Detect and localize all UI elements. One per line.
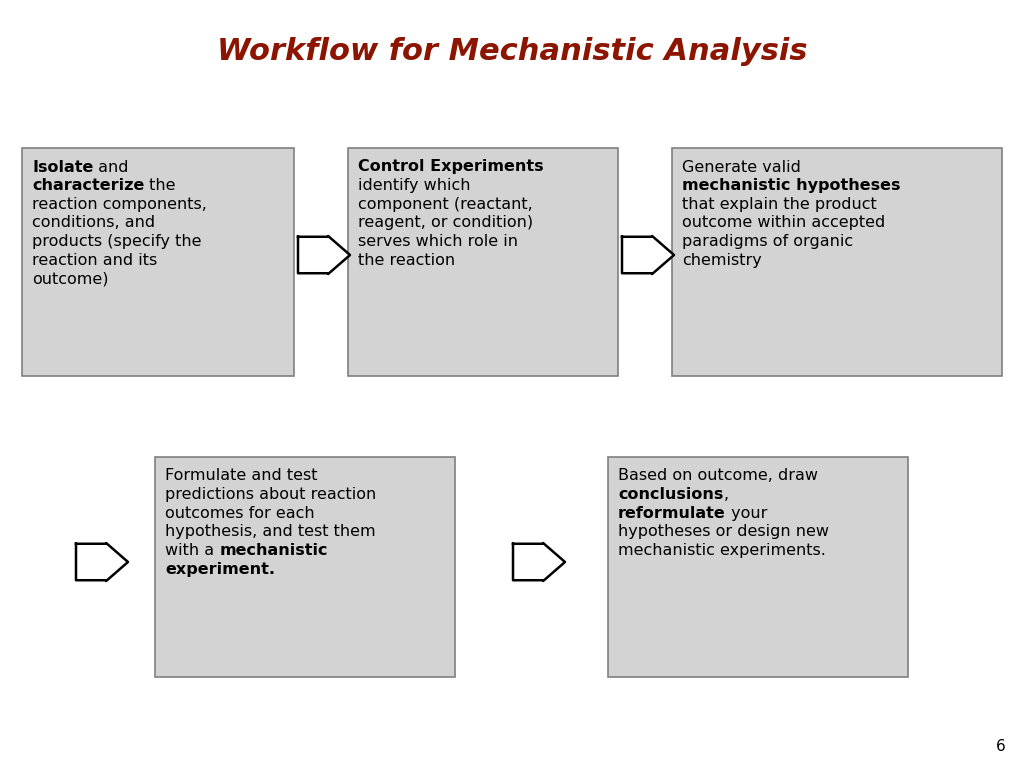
Text: the reaction: the reaction — [358, 253, 455, 268]
Text: serves which role in: serves which role in — [358, 234, 518, 249]
FancyBboxPatch shape — [22, 148, 294, 376]
Text: reaction and its: reaction and its — [32, 253, 158, 268]
Text: identify which: identify which — [358, 178, 470, 193]
Text: Workflow for Mechanistic Analysis: Workflow for Mechanistic Analysis — [217, 38, 807, 67]
Text: Formulate and test: Formulate and test — [165, 468, 317, 484]
FancyBboxPatch shape — [672, 148, 1002, 376]
FancyBboxPatch shape — [155, 457, 455, 677]
Text: experiment.: experiment. — [165, 561, 275, 577]
Text: reagent, or condition): reagent, or condition) — [358, 215, 534, 230]
Text: hypotheses or design new: hypotheses or design new — [618, 525, 829, 539]
Text: component (reactant,: component (reactant, — [358, 197, 532, 212]
Text: Based on outcome, draw: Based on outcome, draw — [618, 468, 818, 484]
Text: predictions about reaction: predictions about reaction — [165, 487, 376, 502]
Text: reformulate: reformulate — [618, 506, 726, 521]
Text: outcome within accepted: outcome within accepted — [682, 215, 886, 230]
Text: characterize: characterize — [32, 178, 144, 193]
Text: Control Experiments: Control Experiments — [358, 160, 544, 174]
Polygon shape — [622, 236, 674, 274]
Text: reaction components,: reaction components, — [32, 197, 207, 212]
Text: that explain the product: that explain the product — [682, 197, 877, 212]
Polygon shape — [76, 543, 128, 581]
Text: outcome): outcome) — [32, 271, 109, 286]
Text: ,: , — [723, 487, 728, 502]
Text: Generate valid: Generate valid — [682, 160, 801, 174]
Text: conclusions: conclusions — [618, 487, 723, 502]
Text: hypothesis, and test them: hypothesis, and test them — [165, 525, 376, 539]
Polygon shape — [513, 543, 565, 581]
Text: outcomes for each: outcomes for each — [165, 506, 314, 521]
Text: and: and — [93, 160, 129, 174]
Text: the: the — [144, 178, 176, 193]
Text: chemistry: chemistry — [682, 253, 762, 268]
Text: with a: with a — [165, 543, 219, 558]
Text: mechanistic: mechanistic — [219, 543, 328, 558]
Text: Isolate: Isolate — [32, 160, 93, 174]
Text: 6: 6 — [996, 739, 1006, 754]
Text: your: your — [726, 506, 767, 521]
FancyBboxPatch shape — [608, 457, 908, 677]
FancyBboxPatch shape — [348, 148, 618, 376]
Text: mechanistic experiments.: mechanistic experiments. — [618, 543, 826, 558]
Text: conditions, and: conditions, and — [32, 215, 155, 230]
Text: mechanistic hypotheses: mechanistic hypotheses — [682, 178, 900, 193]
Polygon shape — [298, 236, 350, 274]
Text: paradigms of organic: paradigms of organic — [682, 234, 853, 249]
Text: products (specify the: products (specify the — [32, 234, 202, 249]
